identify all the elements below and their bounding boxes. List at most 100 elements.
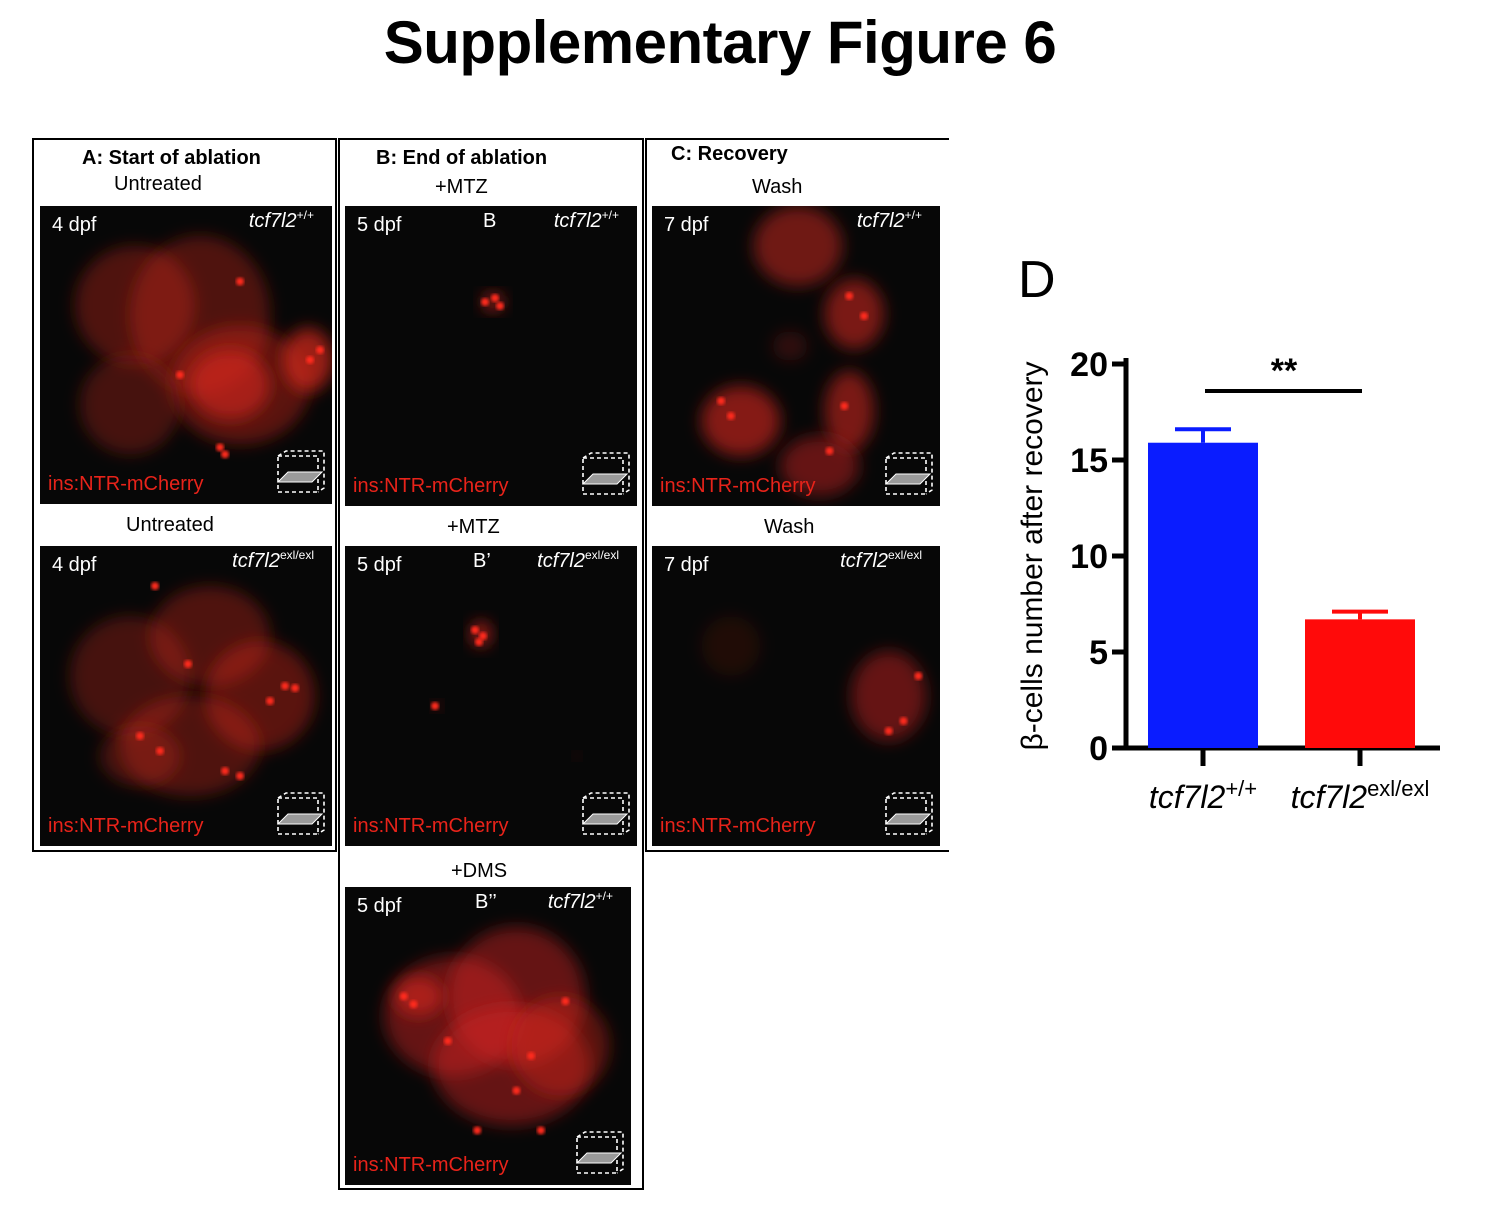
3d-stack-icon <box>575 1131 624 1174</box>
cell-cluster <box>780 436 860 496</box>
category-superscript: exl/exl <box>1367 776 1429 801</box>
y-tick-label: 5 <box>1089 634 1108 672</box>
significance-label: ** <box>1271 352 1298 390</box>
genotype-label: tcf7l2+/+ <box>553 208 619 233</box>
bright-spot <box>481 298 489 306</box>
y-tick-label: 10 <box>1070 538 1108 576</box>
bright-spot <box>281 682 289 690</box>
panel-b-condition-middle: +MTZ <box>447 516 500 538</box>
bright-spot <box>475 638 483 646</box>
bright-spot <box>473 1126 482 1135</box>
x-tick-label: tcf7l2+/+ <box>1149 776 1257 815</box>
genotype-base: tcf7l2 <box>553 210 602 232</box>
genotype-label: tcf7l2+/+ <box>857 208 922 233</box>
genotype-label: tcf7l2+/+ <box>547 889 613 914</box>
genotype-base: tcf7l2 <box>840 550 888 572</box>
fluorescence-signal <box>70 582 315 796</box>
micrograph-c-bottom: 7 dpf tcf7l2exl/exl ins:NTR-mCherry <box>652 546 940 846</box>
genotype-base: tcf7l2 <box>232 550 280 572</box>
bright-spot <box>561 997 570 1006</box>
bright-spot <box>216 443 224 452</box>
sub-panel-label: B’ <box>473 550 491 572</box>
sub-panel-label: B’’ <box>475 891 497 913</box>
stage-label: 7 dpf <box>664 214 709 236</box>
stage-label: 7 dpf <box>664 554 709 576</box>
bright-spot <box>156 747 164 755</box>
y-axis-label: β-cells number after recovery <box>1016 361 1049 750</box>
genotype-label: tcf7l2exl/exl <box>840 548 922 573</box>
x-tick-label: tcf7l2exl/exl <box>1291 776 1430 815</box>
3d-stack-icon <box>884 452 933 495</box>
category-superscript: +/+ <box>1225 776 1257 801</box>
genotype-base: tcf7l2 <box>537 550 585 572</box>
stage-label: 5 dpf <box>357 895 402 917</box>
stage-label: 4 dpf <box>52 554 97 576</box>
genotype-superscript: +/+ <box>595 889 613 903</box>
reporter-label: ins:NTR-mCherry <box>353 1154 509 1176</box>
stage-label: 4 dpf <box>52 214 97 236</box>
cell-cluster <box>824 371 874 451</box>
reporter-label: ins:NTR-mCherry <box>660 475 816 497</box>
micrograph-b-middle: 5 dpf B’ tcf7l2exl/exl ins:NTR-mCherry <box>345 546 637 846</box>
genotype-superscript: exl/exl <box>279 548 314 562</box>
bright-spot <box>443 1036 452 1045</box>
3d-stack-icon <box>581 452 630 495</box>
cell-cluster <box>701 386 781 456</box>
bright-spot <box>136 732 144 740</box>
genotype-superscript: +/+ <box>296 208 314 222</box>
bright-spot <box>899 717 908 725</box>
cell-cluster <box>80 355 180 455</box>
bright-spot <box>860 312 869 320</box>
genotype-base: tcf7l2 <box>248 210 297 232</box>
bright-spot <box>512 1086 521 1095</box>
cell-cluster <box>190 350 270 420</box>
bright-spot <box>536 1126 545 1135</box>
panel-a-header: A: Start of ablation <box>82 147 261 169</box>
genotype-base: tcf7l2 <box>547 891 596 913</box>
bright-spot <box>151 582 159 590</box>
fluorescence-signal <box>701 206 884 496</box>
bright-spot <box>825 447 834 455</box>
micrograph-b-bottom: 5 dpf B’’ tcf7l2+/+ ins:NTR-mCherry <box>345 887 631 1185</box>
bright-spot <box>176 370 184 379</box>
genotype-superscript: exl/exl <box>887 548 922 562</box>
bright-spot <box>221 767 229 775</box>
cell-cluster <box>824 279 884 349</box>
3d-stack-icon <box>884 792 933 835</box>
fluorescence-signal <box>75 235 332 459</box>
stage-label: 5 dpf <box>357 554 402 576</box>
genotype-label: tcf7l2+/+ <box>248 208 314 233</box>
3d-stack-icon <box>276 792 325 835</box>
3d-stack-icon <box>276 450 325 493</box>
sub-panel-label: B <box>483 210 497 232</box>
y-tick-label: 20 <box>1070 346 1108 384</box>
cell-cluster <box>851 651 927 741</box>
panel-c-condition-bottom: Wash <box>764 516 815 538</box>
bright-spot <box>306 355 314 364</box>
bright-spot <box>527 1051 536 1060</box>
cell-cluster <box>100 726 180 786</box>
fluorescence-signal <box>431 622 580 759</box>
bright-spot <box>291 684 299 692</box>
bright-spot <box>236 277 244 286</box>
bright-spot <box>409 1000 418 1009</box>
bright-spot <box>221 450 229 459</box>
bright-spot <box>496 302 504 310</box>
fluorescence-signal <box>481 294 504 310</box>
panel-b-header: B: End of ablation <box>376 147 548 169</box>
bright-spot <box>266 697 274 705</box>
reporter-label: ins:NTR-mCherry <box>48 473 204 495</box>
bright-spot <box>399 992 408 1001</box>
panel-d-label: D <box>1018 251 1056 309</box>
panel-c-condition-top: Wash <box>752 176 803 198</box>
micrograph-c-top: 7 dpf tcf7l2+/+ ins:NTR-mCherry <box>652 206 940 506</box>
category-base: tcf7l2 <box>1291 779 1368 815</box>
reporter-label: ins:NTR-mCherry <box>353 475 509 497</box>
fluorescence-signal <box>384 926 610 1135</box>
bright-spot <box>236 772 244 780</box>
y-tick-label: 15 <box>1070 442 1108 480</box>
genotype-superscript: +/+ <box>904 208 922 222</box>
panel-b-condition-top: +MTZ <box>435 176 488 198</box>
bar-chart: 0 5 10 15 20 β-cells number after recovery tcf… <box>1016 346 1440 815</box>
bright-spot <box>491 294 499 302</box>
